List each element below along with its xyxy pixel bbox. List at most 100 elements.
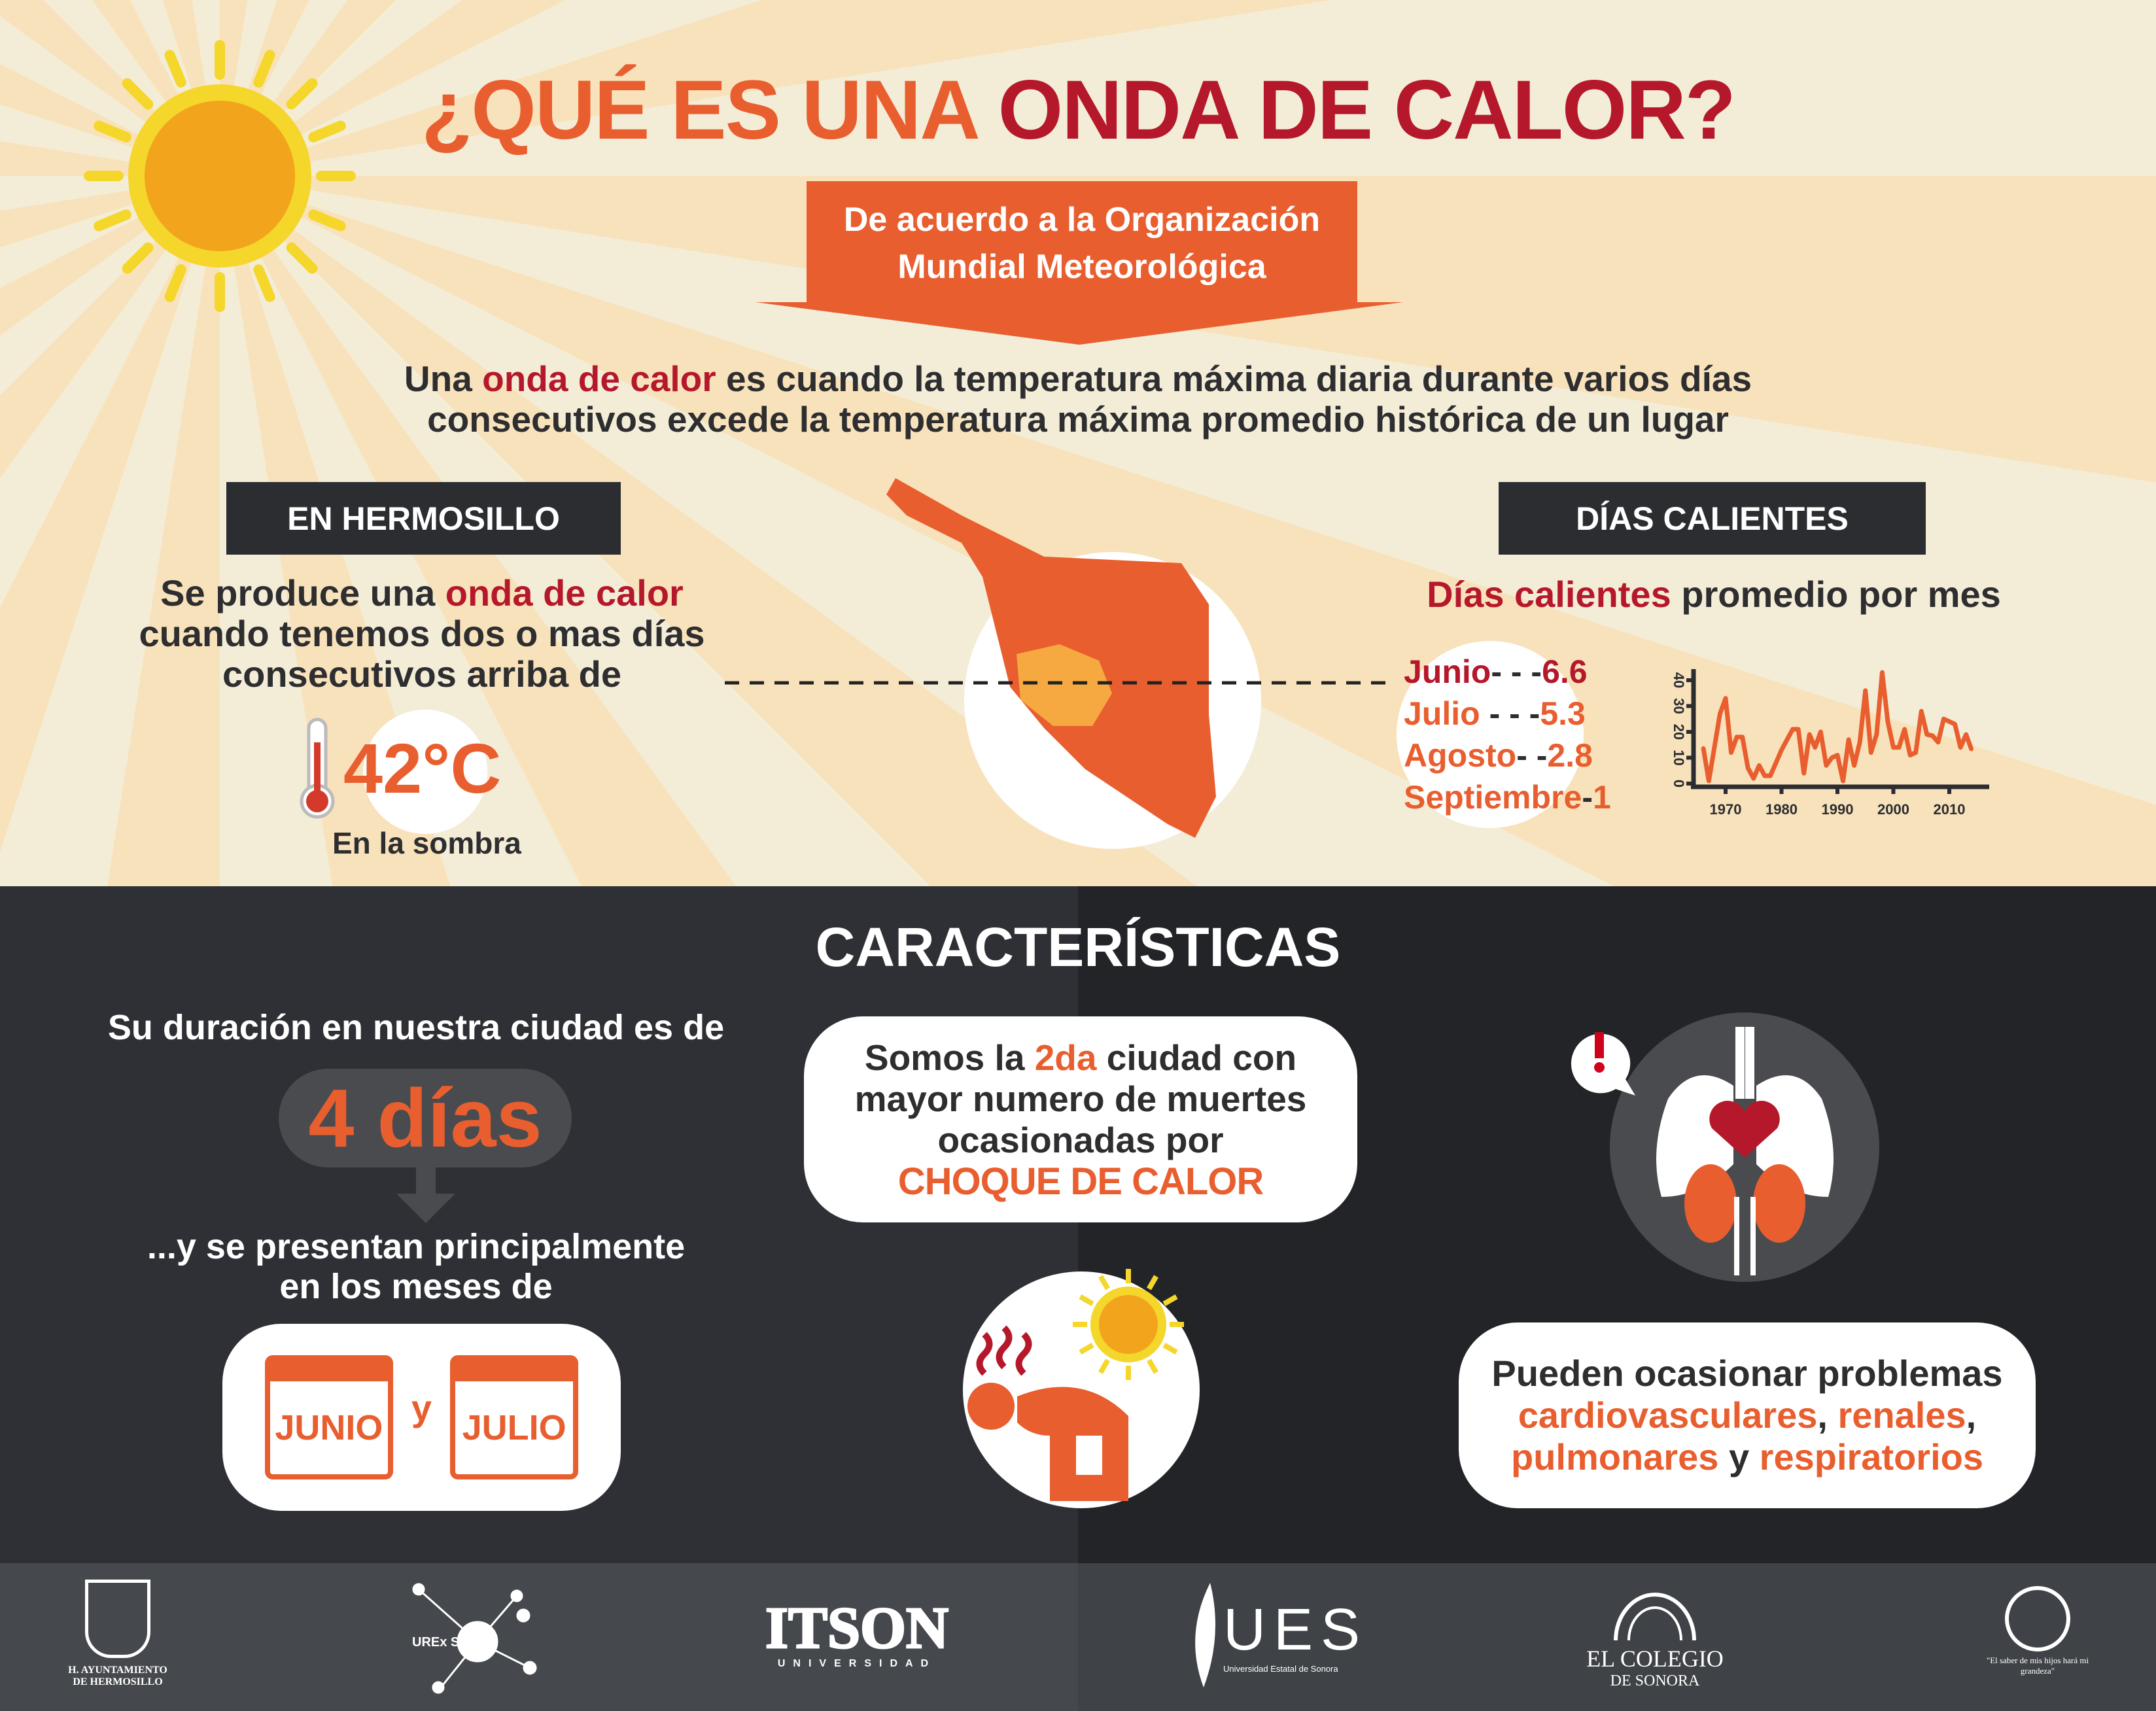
data-point bbox=[1852, 764, 1856, 767]
data-point bbox=[1730, 751, 1733, 754]
sonora-map bbox=[720, 478, 1396, 849]
definition-text: Una onda de calor es cuando la temperatu… bbox=[404, 358, 1752, 440]
sun-ray bbox=[286, 242, 318, 274]
logo-itson[interactable]: ITSON UNIVERSIDAD bbox=[764, 1596, 949, 1669]
hermosillo-text: Se produce una onda de calor cuando tenem… bbox=[139, 572, 705, 695]
data-point bbox=[1869, 751, 1873, 754]
sun-ray bbox=[164, 264, 186, 302]
series-line bbox=[1701, 670, 1974, 784]
thermometer-icon bbox=[300, 717, 335, 819]
data-point bbox=[1936, 740, 1939, 744]
data-point bbox=[1909, 753, 1912, 757]
sun-ray bbox=[1098, 1358, 1110, 1374]
data-point bbox=[1953, 723, 1956, 726]
logo-el-colegio-de-sonora[interactable]: EL COLEGIO DE SONORA bbox=[1570, 1589, 1740, 1690]
month-row-agosto: Agosto- -2.8 bbox=[1404, 737, 1593, 774]
sun-ray bbox=[308, 120, 346, 143]
data-point bbox=[1707, 780, 1711, 783]
data-point bbox=[1864, 689, 1867, 692]
data-point bbox=[1780, 748, 1783, 752]
temp-circle bbox=[363, 710, 487, 834]
months-circle bbox=[1397, 641, 1584, 828]
data-point bbox=[1836, 753, 1839, 757]
sun-ray bbox=[286, 78, 318, 110]
sun-ray bbox=[1079, 1343, 1094, 1355]
en-hermosillo-label: EN HERMOSILLO bbox=[226, 482, 621, 555]
sun-ray bbox=[122, 242, 154, 274]
x-tick-label: 1990 bbox=[1822, 801, 1854, 818]
calendar-junio-icon: JUNIO bbox=[264, 1355, 393, 1479]
data-point bbox=[1769, 774, 1772, 778]
data-point bbox=[1903, 728, 1906, 731]
sun-ray bbox=[164, 50, 186, 88]
data-point bbox=[1830, 756, 1834, 759]
data-point bbox=[1774, 761, 1777, 765]
and-text: y bbox=[411, 1387, 432, 1428]
data-point bbox=[1819, 731, 1822, 733]
data-point bbox=[1701, 746, 1705, 749]
months-intro: ...y se presentan principalmente en los m… bbox=[147, 1227, 686, 1306]
data-point bbox=[1758, 764, 1761, 767]
sun-ray bbox=[94, 209, 131, 232]
data-point bbox=[1970, 748, 1973, 752]
sun-ray bbox=[1079, 1294, 1094, 1306]
data-point bbox=[1881, 671, 1884, 674]
logo-ues[interactable]: UES Universidad Estatal de Sonora bbox=[1191, 1583, 1387, 1687]
data-point bbox=[1802, 772, 1805, 775]
y-tick-label: 30 bbox=[1671, 698, 1687, 714]
data-point bbox=[1959, 746, 1962, 749]
sun-ray bbox=[253, 264, 275, 302]
banner-shape bbox=[756, 181, 1403, 345]
data-point bbox=[1813, 746, 1817, 749]
x-tick-label: 2010 bbox=[1934, 801, 1966, 818]
data-point bbox=[1914, 751, 1917, 754]
x-tick-label: 1970 bbox=[1710, 801, 1742, 818]
sun-ray bbox=[1147, 1275, 1158, 1290]
data-point bbox=[1892, 746, 1895, 749]
sun-ray bbox=[1098, 1275, 1110, 1290]
sun-ray bbox=[1162, 1294, 1178, 1306]
data-point bbox=[1724, 697, 1727, 700]
dias-calientes-label: DÍAS CALIENTES bbox=[1499, 482, 1926, 555]
data-point bbox=[1741, 735, 1744, 738]
logo-urex-srn[interactable]: UREx SRN bbox=[392, 1583, 563, 1697]
data-point bbox=[1752, 777, 1755, 780]
page-title: ¿QUÉ ES UNA ONDA DE CALOR? bbox=[421, 63, 1736, 157]
x-tick-label: 2000 bbox=[1877, 801, 1909, 818]
data-point bbox=[1858, 740, 1862, 744]
organs-icon bbox=[1571, 1012, 1879, 1282]
deaths-bubble: Somos la 2da ciudad con mayor numero de … bbox=[804, 1016, 1357, 1222]
arrow-down-icon bbox=[396, 1167, 455, 1223]
data-point bbox=[1824, 764, 1828, 767]
data-point bbox=[1920, 710, 1923, 713]
data-point bbox=[1931, 734, 1934, 737]
data-point bbox=[1886, 720, 1889, 723]
data-point bbox=[1808, 733, 1811, 736]
sun-ray bbox=[94, 120, 131, 143]
data-point bbox=[1747, 767, 1750, 770]
svg-text:UREx SRN: UREx SRN bbox=[412, 1635, 478, 1650]
sun-ray bbox=[308, 209, 346, 232]
months-card: JUNIO y JULIO bbox=[222, 1324, 621, 1511]
logo-ayuntamiento[interactable]: H. AYUNTAMIENTO DE HERMOSILLO bbox=[65, 1580, 170, 1688]
y-tick-label: 10 bbox=[1671, 750, 1687, 765]
y-tick-label: 40 bbox=[1671, 672, 1687, 688]
data-point bbox=[1925, 733, 1928, 736]
sun-ray bbox=[1162, 1343, 1178, 1355]
y-tick-label: 0 bbox=[1671, 780, 1687, 787]
duration-pill: 4 días bbox=[279, 1069, 572, 1167]
calendar-julio-icon: JULIO bbox=[450, 1355, 579, 1479]
problems-bubble: Pueden ocasionar problemas cardiovascula… bbox=[1459, 1322, 2036, 1508]
logo-universidad-de-sonora[interactable]: "El saber de mis hijos hará mi grandeza" bbox=[1982, 1586, 2093, 1676]
banner-text: De acuerdo a la Organización Mundial Mete… bbox=[843, 201, 1321, 286]
data-point bbox=[1735, 735, 1739, 738]
hermosillo-region bbox=[1017, 644, 1112, 726]
month-row-septiembre: Septiembre-1 bbox=[1404, 779, 1611, 816]
x-tick-label: 1980 bbox=[1765, 801, 1798, 818]
month-row-junio: Junio- - -6.6 bbox=[1404, 653, 1588, 690]
data-point bbox=[1797, 728, 1800, 731]
heatstroke-person-icon bbox=[963, 1269, 1200, 1508]
data-point bbox=[1718, 712, 1722, 716]
hot-days-chart: 1970 1980 1990 2000 2010 0 10 20 30 40 bbox=[1671, 669, 1989, 818]
y-tick-label: 20 bbox=[1671, 724, 1687, 740]
